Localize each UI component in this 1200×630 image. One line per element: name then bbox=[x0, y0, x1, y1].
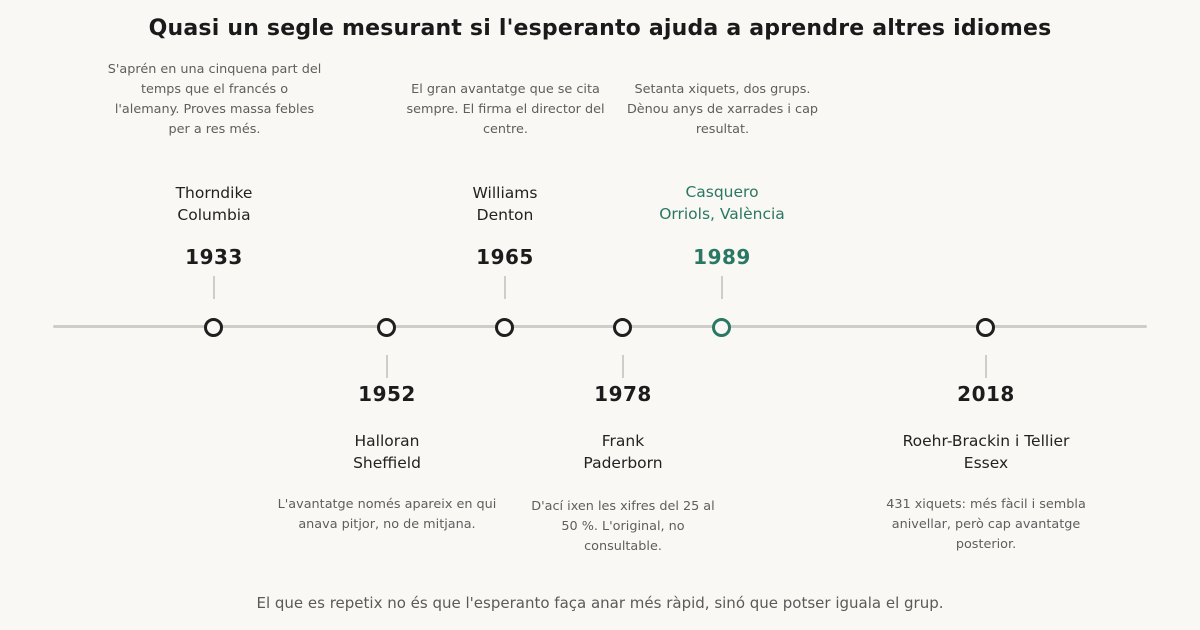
event-marker-2018[interactable] bbox=[976, 318, 995, 337]
event-author-name: Casquero bbox=[685, 183, 759, 201]
event-place: Orriols, València bbox=[659, 205, 785, 223]
event-year-1933: 1933 bbox=[185, 245, 243, 269]
event-tick bbox=[985, 355, 987, 378]
event-note-2018: 431 xiquets: més fàcil i sembla anivella… bbox=[886, 497, 1086, 552]
event-author-1989: Casquero Orriols, València bbox=[602, 181, 842, 225]
timeline-axis bbox=[53, 325, 1147, 328]
event-note-1978: D'ací ixen les xifres del 25 al 50 %. L'… bbox=[531, 499, 715, 554]
event-tick bbox=[213, 276, 215, 299]
event-place: Columbia bbox=[177, 206, 251, 224]
event-tick bbox=[386, 355, 388, 378]
event-marker-1933[interactable] bbox=[204, 318, 223, 337]
page-title: Quasi un segle mesurant si l'esperanto a… bbox=[148, 16, 1052, 41]
event-year-1989: 1989 bbox=[693, 245, 751, 269]
event-marker-1952[interactable] bbox=[377, 318, 396, 337]
event-marker-1965[interactable] bbox=[495, 318, 514, 337]
event-author-1952: Halloran Sheffield bbox=[267, 430, 507, 474]
event-year-1952: 1952 bbox=[358, 382, 416, 406]
event-author-name: Frank bbox=[601, 432, 645, 450]
event-tick bbox=[504, 276, 506, 299]
event-note-1952: L'avantatge només apareix en qui anava p… bbox=[277, 497, 497, 532]
event-year-1965: 1965 bbox=[476, 245, 534, 269]
event-author-1933: Thorndike Columbia bbox=[94, 182, 334, 226]
event-author-name: Halloran bbox=[354, 432, 420, 450]
event-marker-1978[interactable] bbox=[613, 318, 632, 337]
event-author-name: Thorndike bbox=[175, 184, 253, 202]
event-place: Sheffield bbox=[353, 454, 421, 472]
event-tick bbox=[721, 276, 723, 299]
footer-caption: El que es repetix no és que l'esperanto … bbox=[256, 594, 944, 612]
event-place: Essex bbox=[963, 454, 1009, 472]
event-note-1933: S'aprén en una cinquena part del temps q… bbox=[107, 62, 322, 137]
event-note-1989: Setanta xiquets, dos grups. Dènou anys d… bbox=[626, 82, 819, 137]
event-tick bbox=[622, 355, 624, 378]
event-author-name: Williams bbox=[472, 184, 538, 202]
event-marker-1989[interactable] bbox=[712, 318, 731, 337]
event-author-2018: Roehr-Brackin i Tellier Essex bbox=[856, 430, 1116, 474]
event-place: Denton bbox=[476, 206, 534, 224]
event-year-2018: 2018 bbox=[957, 382, 1015, 406]
event-author-1965: Williams Denton bbox=[385, 182, 625, 226]
event-author-1978: Frank Paderborn bbox=[503, 430, 743, 474]
event-author-name: Roehr-Brackin i Tellier bbox=[902, 432, 1070, 450]
event-note-1965: El gran avantatge que se cita sempre. El… bbox=[406, 82, 605, 137]
event-year-1978: 1978 bbox=[594, 382, 652, 406]
event-place: Paderborn bbox=[583, 454, 663, 472]
